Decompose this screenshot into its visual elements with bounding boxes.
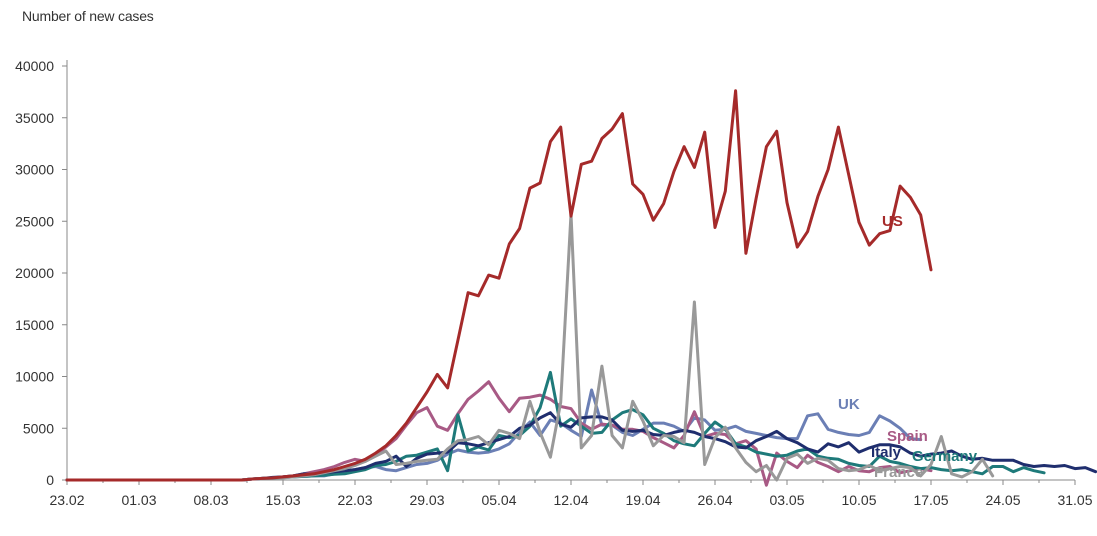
x-tick-label: 19.04 xyxy=(625,492,660,508)
y-tick-label: 15000 xyxy=(15,317,54,333)
x-tick-label: 22.03 xyxy=(337,492,372,508)
x-tick-label: 08.03 xyxy=(193,492,228,508)
x-tick-label: 29.03 xyxy=(409,492,444,508)
y-tick-label: 35000 xyxy=(15,110,54,126)
y-tick-label: 20000 xyxy=(15,265,54,281)
series-line-us xyxy=(65,89,933,482)
y-tick-label: 5000 xyxy=(23,420,54,436)
x-tick-label: 15.03 xyxy=(265,492,300,508)
series-line-france xyxy=(65,212,995,482)
y-tick-label: 40000 xyxy=(15,58,54,74)
x-tick-label: 24.05 xyxy=(985,492,1020,508)
y-tick-label: 30000 xyxy=(15,162,54,178)
y-tick-label: 25000 xyxy=(15,213,54,229)
x-tick-label: 05.04 xyxy=(481,492,516,508)
x-tick-label: 17.05 xyxy=(913,492,948,508)
series-label-italy: Italy xyxy=(871,444,902,461)
axes: 0 5000 10000 15000 20000 25000 30000 35000 40000… xyxy=(15,58,1093,508)
series-label-spain: Spain xyxy=(887,428,928,445)
y-tick-label: 0 xyxy=(46,472,54,488)
x-tick-label: 12.04 xyxy=(553,492,588,508)
y-tick-label: 10000 xyxy=(15,369,54,385)
x-tick-label: 03.05 xyxy=(769,492,804,508)
y-axis-title: Number of new cases xyxy=(22,8,154,24)
series-label-france: France xyxy=(874,464,923,481)
series-layer xyxy=(65,89,1097,487)
series-label-germany: Germany xyxy=(912,448,978,465)
x-tick-label: 26.04 xyxy=(697,492,732,508)
series-labels: UK Spain Germany Italy France US xyxy=(838,213,978,481)
series-line-spain xyxy=(65,380,933,487)
x-tick-label: 01.03 xyxy=(121,492,156,508)
x-tick-label: 10.05 xyxy=(841,492,876,508)
x-tick-label: 31.05 xyxy=(1057,492,1092,508)
x-tick-label: 23.02 xyxy=(49,492,84,508)
series-label-uk: UK xyxy=(838,396,860,413)
series-label-us: US xyxy=(882,213,903,230)
